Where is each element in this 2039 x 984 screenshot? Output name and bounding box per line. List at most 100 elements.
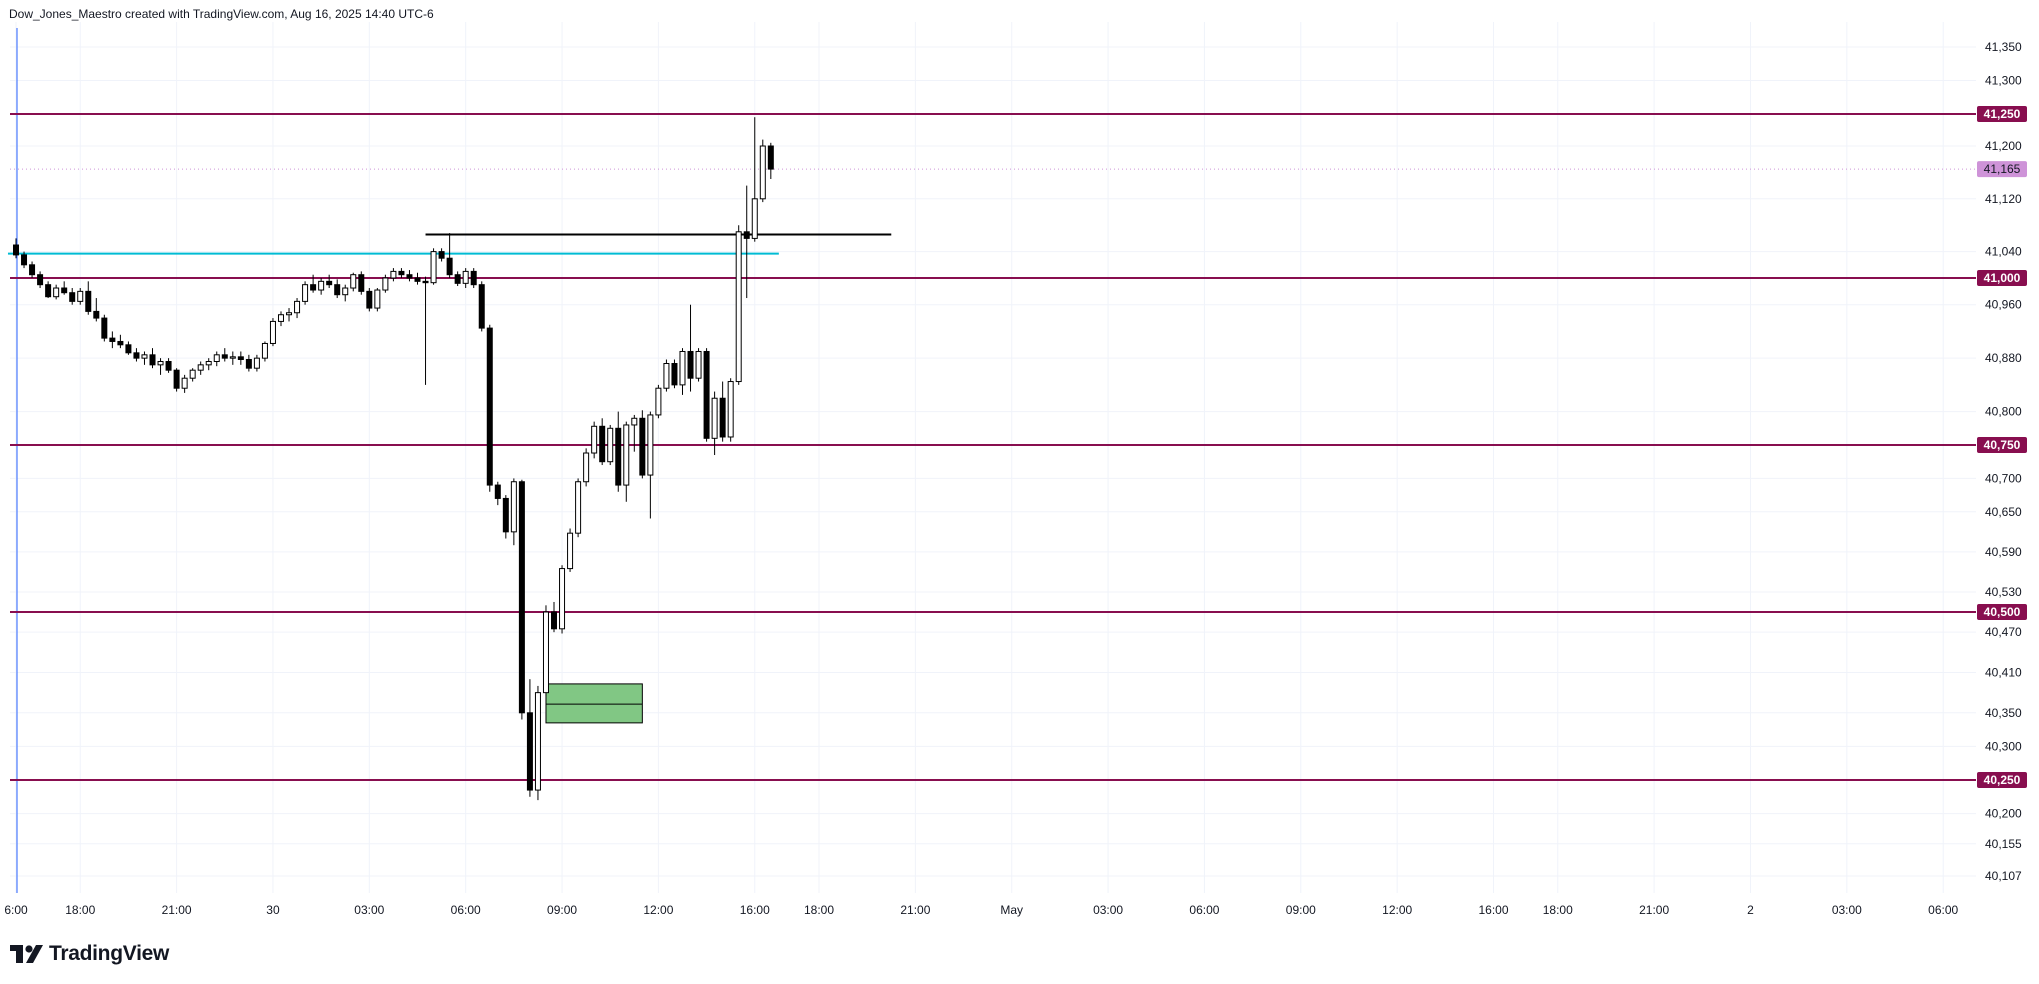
candle-body-up — [374, 289, 381, 309]
level-price-badge — [1977, 437, 2027, 453]
candle — [711, 391, 718, 456]
candle — [719, 381, 726, 442]
time-tick-label: 2 — [1747, 903, 1754, 917]
candle-body-down — [446, 257, 453, 276]
level-price-badge-label: 41,250 — [1984, 107, 2021, 121]
candle — [197, 361, 204, 375]
candle-body-down — [687, 350, 694, 379]
candle — [125, 341, 132, 355]
candle-body-up — [141, 354, 148, 359]
price-tick-label: 40,800 — [1985, 405, 2022, 419]
time-tick-label: 06:00 — [1928, 903, 1958, 917]
time-tick-label: 12:00 — [643, 903, 673, 917]
candle-body-up — [213, 354, 220, 363]
candle-body-down — [502, 497, 509, 533]
candle-body-down — [245, 358, 252, 369]
candle-body-up — [294, 300, 301, 314]
candle-body-down — [21, 254, 28, 266]
candle-body-up — [430, 251, 437, 284]
candle — [29, 261, 36, 278]
candle — [663, 359, 670, 392]
candle-body-down — [117, 340, 124, 346]
candle — [149, 348, 156, 369]
tradingview-logo-text: TradingView — [49, 942, 170, 965]
price-tick-label: 40,200 — [1985, 807, 2022, 821]
candle-body-up — [189, 369, 196, 379]
candle — [567, 528, 574, 572]
price-tick-label: 40,410 — [1985, 665, 2022, 679]
candle-body-down — [125, 344, 132, 354]
candle — [13, 238, 19, 259]
candle-body-up — [157, 361, 164, 366]
candle-body-down — [494, 484, 501, 499]
candle-body-down — [454, 274, 461, 284]
price-tick-label: 40,650 — [1985, 505, 2022, 519]
candle — [382, 274, 389, 293]
candle-body-up — [575, 481, 582, 534]
candle — [157, 358, 164, 375]
candle-body-down — [486, 327, 493, 486]
level-price-badge — [1977, 270, 2027, 286]
candle — [526, 679, 533, 797]
candle-body-up — [53, 287, 60, 298]
candle — [639, 410, 646, 479]
time-tick-label: 09:00 — [1286, 903, 1316, 917]
candle — [253, 354, 260, 372]
candle — [318, 278, 325, 295]
candle — [494, 481, 501, 506]
candle-body-down — [703, 350, 710, 439]
time-tick-label: 18:00 — [804, 903, 834, 917]
time-axis[interactable]: 6:00 18:00 21:00 30 03:00 06:00 09:00 12:00 16:0… — [4, 903, 1958, 917]
candle — [45, 281, 52, 299]
candle — [326, 274, 333, 289]
candle — [101, 314, 108, 342]
candle — [591, 421, 598, 459]
candle-body-down — [358, 274, 365, 292]
candle-body-up — [655, 387, 662, 416]
candle-body-down — [61, 287, 68, 294]
time-tick-label: 06:00 — [451, 903, 481, 917]
candle-body-up — [647, 414, 654, 476]
candle-body-down — [518, 481, 525, 714]
time-tick-label: 30 — [266, 903, 280, 917]
candle — [93, 298, 100, 322]
candle-body-down — [422, 280, 429, 284]
candle — [486, 324, 493, 492]
candle — [53, 284, 60, 300]
candle — [374, 288, 381, 312]
chart-grid — [10, 22, 1976, 893]
candle — [77, 288, 84, 305]
candle — [559, 565, 566, 634]
time-tick-label: 18:00 — [1543, 903, 1573, 917]
time-tick-label: 16:00 — [1479, 903, 1509, 917]
tradingview-logo[interactable]: TradingView — [10, 940, 169, 968]
candle — [237, 351, 244, 365]
candle — [133, 348, 140, 362]
candle-body-up — [277, 314, 284, 322]
price-axis[interactable]: 41,350 41,300 41,200 41,120 41,040 40,960 40,8… — [1977, 40, 2027, 883]
candle-body-down — [101, 317, 108, 339]
candle — [438, 248, 445, 262]
level-price-badge-label: 41,000 — [1984, 271, 2021, 285]
time-tick-label: 12:00 — [1382, 903, 1412, 917]
candle-body-up — [253, 357, 260, 369]
price-tick-label: 41,120 — [1985, 192, 2022, 206]
candles — [13, 117, 774, 801]
candle-body-up — [711, 397, 718, 439]
candle — [422, 276, 429, 385]
time-tick-label: 18:00 — [65, 903, 95, 917]
candle-body-down — [165, 361, 172, 371]
candle — [350, 272, 357, 292]
candle-body-up — [77, 290, 84, 302]
candle-body-down — [406, 274, 413, 279]
chart-attribution: Dow_Jones_Maestro created with TradingVi… — [9, 7, 434, 21]
price-tick-label: 40,155 — [1985, 837, 2022, 851]
candle — [655, 384, 662, 419]
candle-body-down — [615, 427, 622, 486]
price-tick-label: 40,700 — [1985, 471, 2022, 485]
candle — [414, 272, 421, 285]
candle-body-up — [342, 287, 349, 296]
candle-body-down — [173, 369, 180, 389]
candle — [286, 308, 293, 322]
